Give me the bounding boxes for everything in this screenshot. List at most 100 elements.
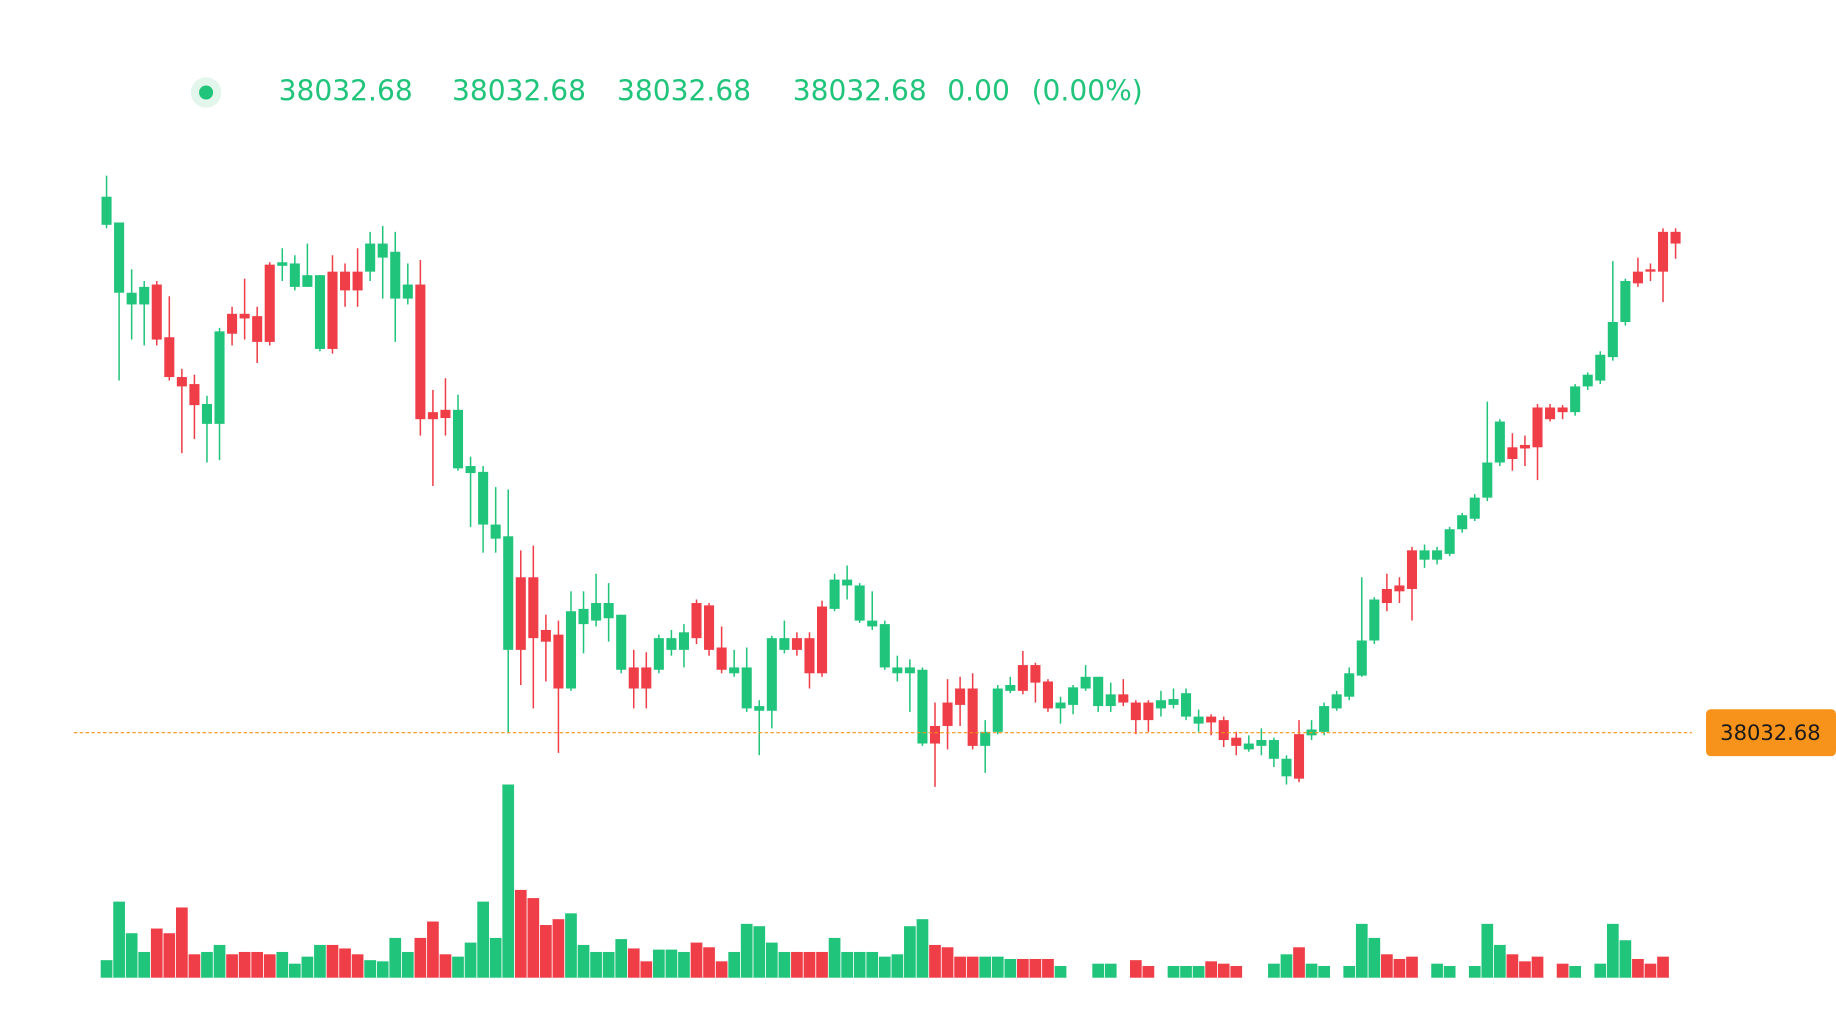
candle-body [929, 725, 941, 744]
volume-bar [590, 951, 602, 978]
volume-bar [1205, 961, 1218, 978]
volume-bar [728, 951, 741, 978]
volume-bar [979, 956, 992, 978]
volume-bar [226, 954, 238, 978]
candle-body [1657, 231, 1669, 272]
candle-body [465, 466, 476, 474]
candle-body [904, 667, 915, 674]
candle-body [1093, 676, 1104, 707]
candle-body [1419, 550, 1430, 560]
candle-body [628, 667, 639, 689]
volume-bar [1406, 956, 1418, 978]
last-price-box [1706, 709, 1836, 757]
candle-body [829, 579, 840, 609]
candle-body [1582, 374, 1593, 387]
candle-body [1243, 743, 1254, 750]
volume-bar [1531, 956, 1544, 978]
volume-bar [176, 907, 188, 978]
candle-body [1369, 599, 1380, 641]
candle-body [741, 667, 752, 709]
volume-bar [238, 951, 251, 978]
candle-body [666, 638, 677, 650]
candle-body [1432, 550, 1443, 560]
volume-bar [100, 960, 113, 978]
candle-body [503, 536, 514, 650]
candle-body [277, 262, 288, 266]
candle-body [591, 603, 602, 621]
candle-body [1256, 740, 1267, 746]
volume-bar [966, 956, 979, 978]
candle-body [478, 471, 489, 525]
volume-bar [138, 951, 151, 978]
candle-body [641, 667, 652, 689]
volume-bar [1180, 966, 1192, 978]
candle-body [1607, 322, 1618, 358]
legend-change-percent: (0.00%) [1032, 75, 1143, 108]
volume-bar [1355, 923, 1368, 978]
candle-body [1532, 407, 1543, 448]
volume-bar [791, 951, 803, 978]
volume-bar [904, 926, 916, 978]
candle-body [1381, 588, 1392, 604]
candle-body [955, 688, 966, 705]
volume-bar [1318, 966, 1330, 978]
candle-body [1670, 231, 1681, 244]
volume-bar [1293, 947, 1305, 978]
volume-bar [1305, 963, 1318, 978]
volume-bar [954, 956, 966, 978]
candle-body [1181, 693, 1192, 717]
candle-body [101, 196, 112, 225]
candle-body [565, 611, 577, 689]
volume-bar [577, 944, 590, 978]
volume-bar [1004, 958, 1017, 978]
candle-body [1344, 673, 1355, 697]
candle-body [490, 524, 501, 539]
candle-body [1557, 407, 1568, 413]
volume-bar [301, 956, 314, 978]
volume-bar [150, 928, 163, 978]
candle-body [716, 647, 727, 670]
volume-bar [803, 951, 816, 978]
volume-bar [1657, 956, 1669, 978]
candle-body [1017, 665, 1028, 691]
volume-bar [364, 960, 377, 978]
volume-bar [690, 942, 703, 978]
volume-bar [1230, 966, 1243, 978]
candle-body [1494, 421, 1505, 463]
candle-body [1168, 699, 1179, 705]
candle-body [1005, 684, 1016, 691]
candle-body [1118, 694, 1129, 703]
volume-bar [188, 954, 201, 978]
volume-bar [1393, 958, 1406, 978]
volume-bar [678, 951, 690, 978]
candle-body [515, 577, 526, 650]
candle-body [227, 313, 238, 334]
candle-body [603, 603, 614, 619]
volume-bar [1606, 923, 1619, 978]
candle-body [1482, 462, 1493, 498]
candle-body [616, 614, 627, 670]
volume-bar [276, 951, 289, 978]
candle-body [816, 606, 828, 674]
candle-body [1143, 702, 1154, 721]
volume-bar [1594, 963, 1607, 978]
volume-bar [1431, 963, 1443, 978]
candle-body [151, 284, 162, 340]
volume-bar [514, 889, 527, 978]
candle-body [804, 638, 815, 674]
volume-bar [1104, 963, 1117, 978]
candle-body [867, 620, 878, 627]
volume-bar [464, 942, 477, 978]
candle-body [139, 286, 150, 305]
volume-bar [665, 949, 678, 978]
volume-bar [740, 923, 753, 978]
last-price-label: 38032.68 [1720, 720, 1821, 745]
volume-bar [1192, 966, 1205, 978]
volume-bar [765, 942, 778, 978]
candle-body [1457, 515, 1468, 530]
candle-body [1645, 269, 1656, 272]
candle-body [390, 251, 401, 299]
volume-bar [866, 951, 879, 978]
